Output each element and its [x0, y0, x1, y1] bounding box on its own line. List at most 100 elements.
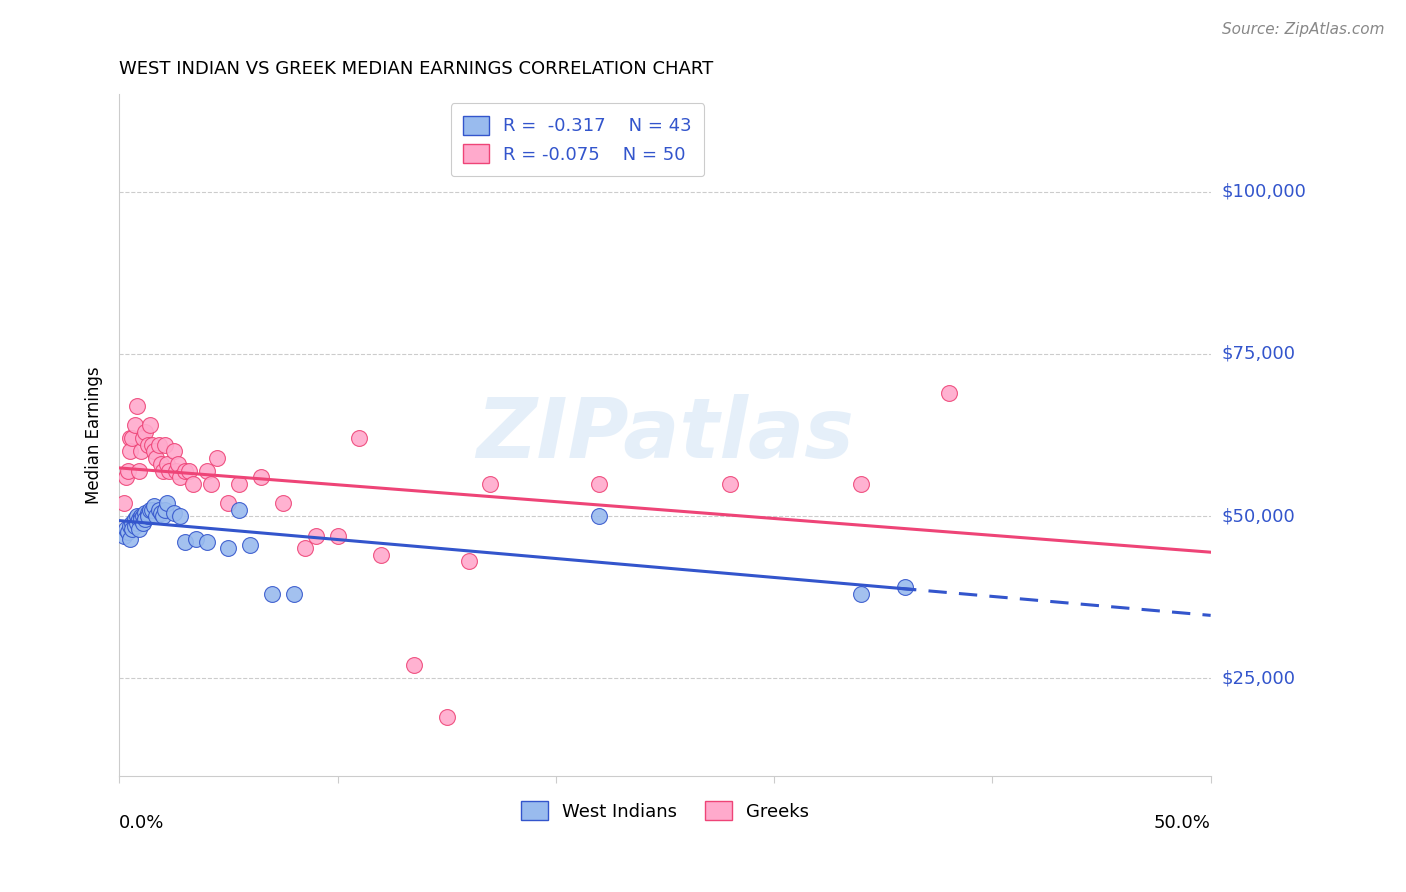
Point — [402, 658, 425, 673]
Y-axis label: Median Earnings: Median Earnings — [86, 366, 103, 504]
Point — [851, 587, 873, 601]
Point — [271, 496, 294, 510]
Point — [117, 464, 139, 478]
Point — [436, 710, 458, 724]
Point — [136, 506, 159, 520]
Point — [132, 431, 155, 445]
Point — [195, 464, 218, 478]
Point — [125, 399, 148, 413]
Point — [145, 450, 167, 465]
Point — [120, 444, 142, 458]
Point — [163, 444, 186, 458]
Point — [125, 516, 148, 530]
Point — [120, 518, 142, 533]
Point — [129, 512, 152, 526]
Point — [139, 418, 162, 433]
Point — [112, 528, 135, 542]
Point — [136, 438, 159, 452]
Point — [121, 431, 143, 445]
Point — [120, 532, 142, 546]
Point — [129, 509, 152, 524]
Point — [228, 476, 250, 491]
Point — [938, 385, 960, 400]
Text: $100,000: $100,000 — [1222, 183, 1306, 201]
Point — [217, 496, 239, 510]
Point — [457, 554, 479, 568]
Point — [124, 418, 146, 433]
Point — [112, 496, 135, 510]
Point — [153, 438, 176, 452]
Point — [183, 476, 205, 491]
Point — [132, 516, 155, 530]
Point — [132, 509, 155, 524]
Point — [195, 535, 218, 549]
Text: $25,000: $25,000 — [1222, 669, 1296, 687]
Point — [148, 502, 170, 516]
Point — [283, 587, 305, 601]
Point — [294, 541, 316, 556]
Point — [125, 509, 148, 524]
Text: WEST INDIAN VS GREEK MEDIAN EARNINGS CORRELATION CHART: WEST INDIAN VS GREEK MEDIAN EARNINGS COR… — [120, 60, 713, 78]
Point — [120, 431, 142, 445]
Point — [141, 438, 163, 452]
Point — [128, 522, 150, 536]
Point — [326, 528, 349, 542]
Point — [200, 476, 222, 491]
Text: 50.0%: 50.0% — [1154, 814, 1211, 832]
Point — [370, 548, 392, 562]
Point — [169, 509, 191, 524]
Point — [152, 509, 174, 524]
Point — [114, 522, 136, 536]
Point — [128, 512, 150, 526]
Point — [305, 528, 328, 542]
Text: ZIPatlas: ZIPatlas — [477, 394, 853, 475]
Point — [117, 525, 139, 540]
Point — [114, 470, 136, 484]
Point — [128, 464, 150, 478]
Point — [479, 476, 502, 491]
Point — [588, 476, 610, 491]
Point — [262, 587, 284, 601]
Point — [720, 476, 742, 491]
Point — [149, 506, 172, 520]
Point — [159, 464, 181, 478]
Point — [152, 464, 174, 478]
Point — [156, 457, 179, 471]
Point — [250, 470, 273, 484]
Point — [136, 509, 159, 524]
Point — [134, 506, 156, 520]
Point — [134, 512, 156, 526]
Point — [141, 502, 163, 516]
Point — [134, 425, 156, 439]
Point — [207, 450, 229, 465]
Legend: West Indians, Greeks: West Indians, Greeks — [513, 794, 817, 828]
Point — [173, 464, 195, 478]
Point — [349, 431, 371, 445]
Text: $50,000: $50,000 — [1222, 507, 1295, 525]
Point — [129, 444, 152, 458]
Point — [239, 538, 262, 552]
Text: Source: ZipAtlas.com: Source: ZipAtlas.com — [1222, 22, 1385, 37]
Point — [124, 512, 146, 526]
Point — [148, 438, 170, 452]
Text: 0.0%: 0.0% — [120, 814, 165, 832]
Point — [184, 532, 207, 546]
Point — [179, 464, 201, 478]
Point — [121, 522, 143, 536]
Point — [121, 516, 143, 530]
Point — [143, 500, 166, 514]
Point — [851, 476, 873, 491]
Point — [165, 464, 187, 478]
Point — [149, 457, 172, 471]
Point — [124, 518, 146, 533]
Point — [588, 509, 610, 524]
Point — [173, 535, 195, 549]
Point — [156, 496, 179, 510]
Point — [153, 502, 176, 516]
Text: $75,000: $75,000 — [1222, 345, 1296, 363]
Point — [139, 502, 162, 516]
Point — [143, 444, 166, 458]
Point — [167, 457, 190, 471]
Point — [228, 502, 250, 516]
Point — [217, 541, 239, 556]
